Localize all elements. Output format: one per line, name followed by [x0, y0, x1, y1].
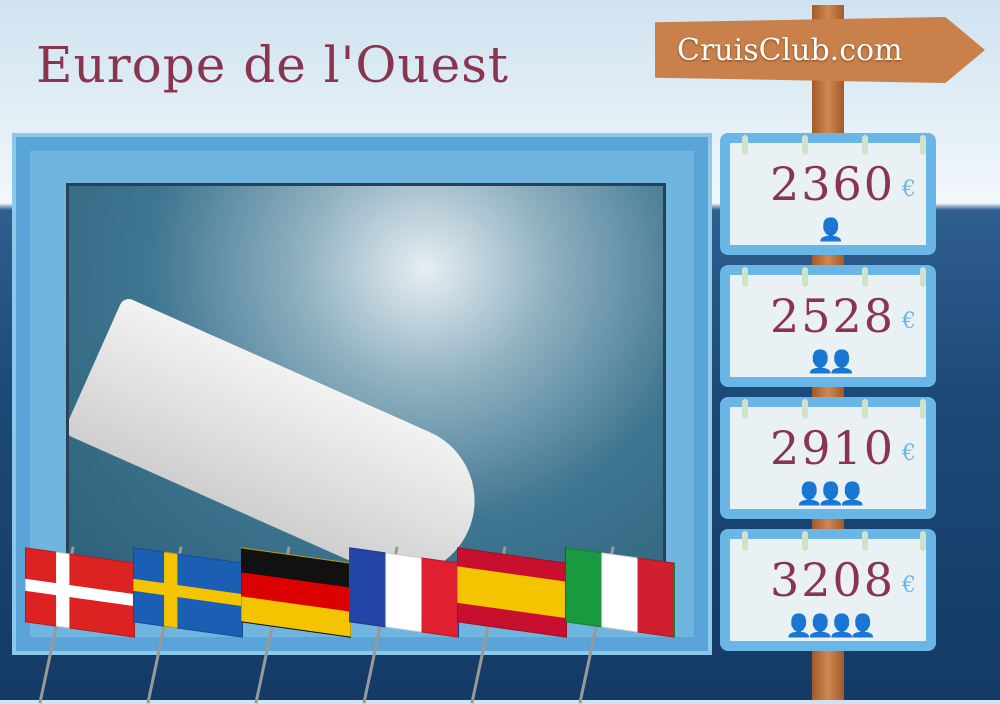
- ring: [920, 267, 926, 287]
- flag-spain: [457, 547, 567, 638]
- ring: [802, 267, 808, 287]
- ring: [862, 531, 868, 551]
- brand-logo: CruisClub.com: [677, 32, 903, 68]
- price-card: 3208 € 👤👤👤👤: [720, 529, 936, 651]
- cruise-ship-photo: [66, 183, 666, 603]
- currency: €: [902, 573, 916, 598]
- currency: €: [902, 309, 916, 334]
- family-four-icon: 👤👤👤👤: [785, 614, 877, 639]
- two-people-icon: 👤👤: [806, 350, 856, 375]
- currency: €: [902, 177, 916, 202]
- ring: [742, 531, 748, 551]
- one-person-icon: 👤: [817, 218, 844, 243]
- ring: [920, 135, 926, 155]
- ring: [742, 267, 748, 287]
- ring: [862, 399, 868, 419]
- ring: [742, 135, 748, 155]
- page-title: Europe de l'Ouest: [36, 36, 509, 94]
- price-amount: 3208: [770, 553, 896, 607]
- ring: [742, 399, 748, 419]
- ring: [862, 267, 868, 287]
- price-amount: 2910: [770, 421, 896, 475]
- currency: €: [902, 441, 916, 466]
- ring: [920, 399, 926, 419]
- ring: [920, 531, 926, 551]
- ring: [862, 135, 868, 155]
- flag-denmark: [25, 547, 135, 638]
- flag-sweden: [133, 547, 243, 638]
- brand-sign: CruisClub.com: [655, 17, 985, 83]
- flag-italy: [565, 547, 675, 638]
- price-card: 2528 € 👤👤: [720, 265, 936, 387]
- flag-germany: [241, 547, 351, 638]
- price-amount: 2360: [770, 157, 896, 211]
- ring: [802, 531, 808, 551]
- price-card: 2910 € 👤👤👤: [720, 397, 936, 519]
- price-amount: 2528: [770, 289, 896, 343]
- price-card: 2360 € 👤: [720, 133, 936, 255]
- family-three-icon: 👤👤👤: [795, 482, 866, 507]
- ring: [802, 135, 808, 155]
- flag-france: [349, 547, 459, 638]
- ring: [802, 399, 808, 419]
